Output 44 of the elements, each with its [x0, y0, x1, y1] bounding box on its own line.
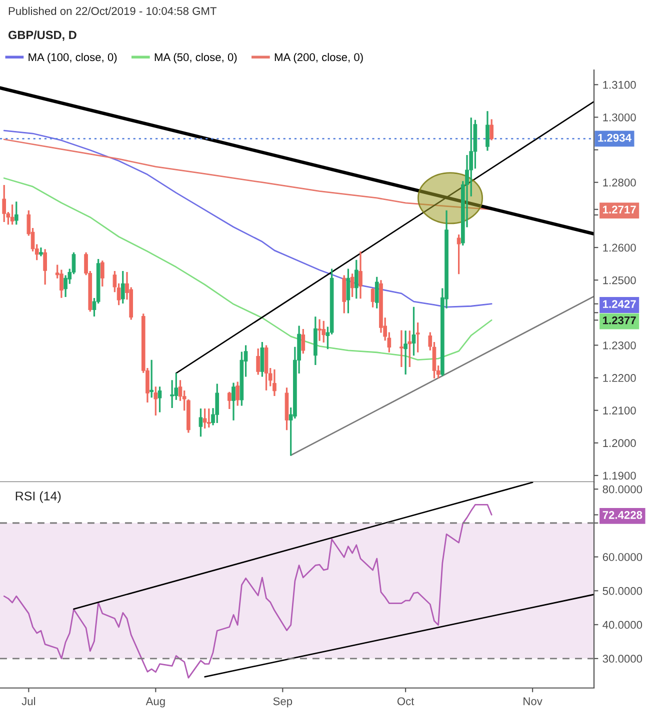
- text: Published on 22/Oct/2019 - 10:04:58 GMT: [8, 6, 217, 15]
- x-tick-label: Sep: [273, 697, 292, 708]
- y-tick-label: 1.1900: [603, 472, 636, 480]
- y-tick-label: 1.2427: [603, 300, 636, 308]
- candlestick: [400, 330, 404, 367]
- candlestick: [39, 248, 43, 256]
- y-tick-label: 1.2100: [603, 406, 636, 414]
- y-tick-label: 80.0000: [602, 485, 642, 494]
- line-series: [3, 130, 492, 308]
- candlestick: [358, 251, 362, 299]
- candlestick: [232, 382, 236, 420]
- text: RSI (14): [16, 491, 61, 503]
- candlestick: [416, 322, 420, 352]
- candlestick: [150, 360, 154, 398]
- y-tick-label: 30.0000: [602, 654, 642, 663]
- y-tick-label: 1.2500: [603, 276, 636, 284]
- y-tick-label: 1.2000: [603, 439, 636, 448]
- chart-title: GBP/USD, D: [8, 30, 76, 41]
- y-tick-label: 60.0000: [602, 553, 642, 562]
- ref-line-label: 1.2934: [598, 134, 632, 142]
- y-tick-label: 1.3000: [603, 113, 636, 122]
- legend-label: MA (50, close, 0): [154, 52, 237, 64]
- y-tick-label: 40.0000: [602, 620, 642, 629]
- y-tick-label: 1.2717: [603, 206, 636, 214]
- y-tick-label: 1.2300: [603, 341, 636, 350]
- candlestick: [318, 319, 322, 341]
- candlestick: [404, 330, 408, 374]
- y-tick-label: 1.2600: [603, 244, 636, 252]
- x-tick-label: Aug: [146, 697, 165, 708]
- y-tick-label: 1.3100: [603, 80, 636, 89]
- y-tick-label: 1.2800: [603, 178, 636, 186]
- line-series: [3, 504, 492, 679]
- candlestick: [272, 369, 276, 396]
- y-tick-label: 1.2200: [603, 374, 636, 382]
- legend-label: MA (100, close, 0): [28, 52, 117, 64]
- x-tick-label: Jul: [22, 697, 36, 706]
- y-tick-label: 72.4228: [602, 511, 642, 519]
- x-tick-label: Nov: [524, 697, 542, 706]
- x-tick-label: Oct: [397, 697, 414, 706]
- legend-label: MA (200, close, 0): [274, 52, 363, 64]
- candlestick: [207, 408, 211, 428]
- y-tick-label: 50.0000: [602, 587, 642, 595]
- y-tick-label: 1.2377: [603, 316, 636, 324]
- line-series: [3, 177, 492, 361]
